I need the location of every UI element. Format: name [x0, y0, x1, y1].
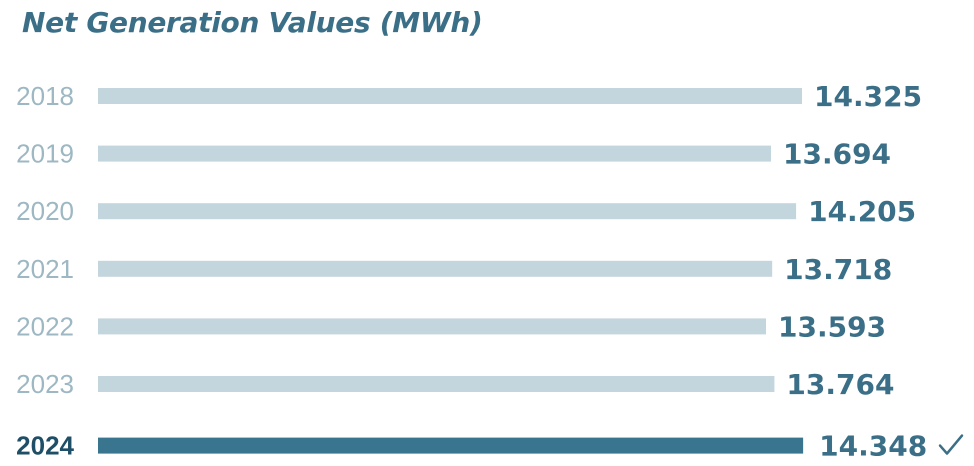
chart-title: Net Generation Values (MWh)	[22, 6, 483, 39]
bar-2023	[98, 376, 775, 392]
value-label-2022: 13.593	[778, 310, 886, 343]
bar-2018	[98, 88, 802, 104]
value-label-2021: 13.718	[784, 253, 892, 286]
value-label-2023: 13.764	[786, 368, 894, 401]
year-label-2024: 2024	[16, 431, 74, 461]
value-label-2020: 14.205	[808, 195, 916, 228]
bar-2022	[98, 318, 767, 335]
value-label-2018: 14.325	[814, 80, 922, 113]
year-label-2022: 2022	[16, 311, 74, 341]
bar-2019	[98, 145, 771, 162]
year-label-2018: 2018	[16, 81, 74, 111]
value-label-2019: 13.694	[783, 138, 891, 171]
bar-2020	[98, 203, 797, 220]
bar-2024	[98, 437, 804, 454]
year-label-2019: 2019	[16, 139, 74, 169]
year-label-2020: 2020	[16, 196, 74, 226]
year-label-2023: 2023	[16, 369, 74, 399]
value-label-2024: 14.348	[819, 430, 927, 463]
year-label-2021: 2021	[16, 254, 74, 284]
bar-2021	[98, 260, 773, 277]
checkmark-icon	[938, 434, 964, 455]
